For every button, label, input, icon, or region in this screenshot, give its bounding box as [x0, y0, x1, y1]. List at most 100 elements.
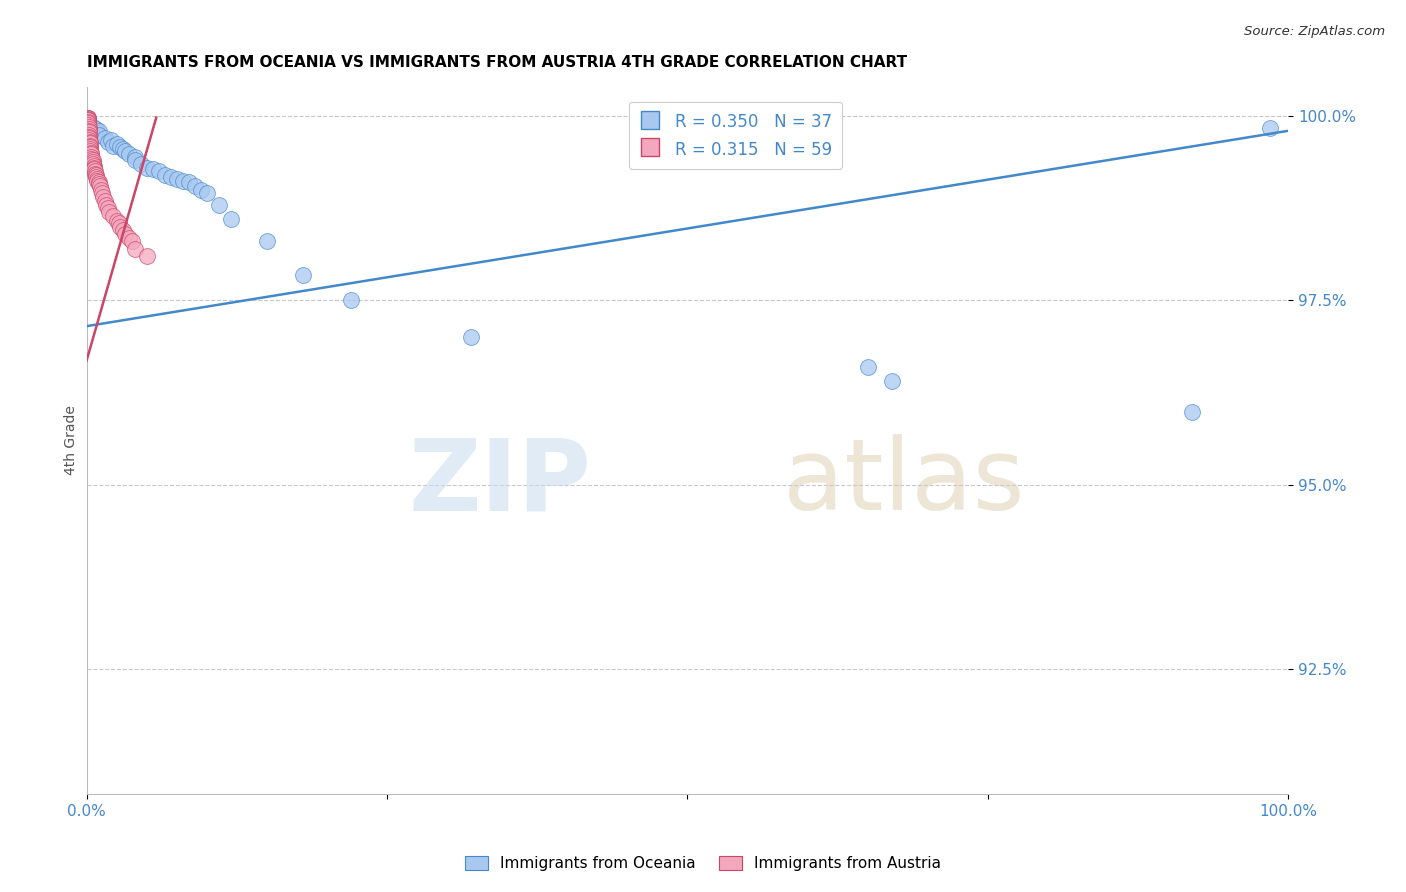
- Point: [77, 128, 100, 142]
- Point: [97, 135, 120, 149]
- Point: [83, 159, 105, 173]
- Point: [76, 118, 98, 132]
- Point: [111, 223, 134, 237]
- Point: [77, 124, 100, 138]
- Point: [77, 121, 100, 136]
- Point: [256, 235, 278, 249]
- Point: [76, 111, 98, 125]
- Text: ZIP: ZIP: [408, 434, 591, 532]
- Point: [291, 268, 314, 282]
- Point: [94, 197, 117, 211]
- Point: [129, 157, 152, 171]
- Point: [114, 145, 136, 159]
- Point: [77, 120, 100, 135]
- Point: [183, 179, 205, 194]
- Point: [80, 145, 103, 160]
- Point: [856, 359, 879, 374]
- Point: [135, 161, 157, 175]
- Point: [124, 153, 146, 168]
- Point: [101, 209, 124, 223]
- Point: [172, 174, 194, 188]
- Point: [93, 190, 115, 204]
- Point: [117, 230, 139, 244]
- Point: [80, 147, 103, 161]
- Point: [76, 116, 98, 130]
- Point: [83, 162, 105, 177]
- Point: [76, 112, 98, 126]
- Point: [87, 124, 110, 138]
- Point: [90, 183, 112, 197]
- Point: [83, 161, 105, 175]
- Point: [159, 169, 181, 184]
- Point: [84, 164, 107, 178]
- Point: [76, 112, 98, 127]
- Point: [124, 150, 146, 164]
- Point: [114, 227, 136, 241]
- Point: [880, 375, 903, 389]
- Point: [77, 131, 100, 145]
- Text: IMMIGRANTS FROM OCEANIA VS IMMIGRANTS FROM AUSTRIA 4TH GRADE CORRELATION CHART: IMMIGRANTS FROM OCEANIA VS IMMIGRANTS FR…: [87, 55, 907, 70]
- Point: [101, 138, 124, 153]
- Point: [117, 147, 139, 161]
- Point: [100, 133, 122, 147]
- Point: [82, 154, 104, 169]
- Point: [76, 113, 98, 128]
- Point: [177, 176, 200, 190]
- Point: [460, 330, 482, 344]
- Point: [82, 157, 104, 171]
- Point: [142, 162, 165, 177]
- Point: [87, 128, 110, 142]
- Point: [87, 177, 110, 191]
- Point: [111, 142, 134, 156]
- Legend: Immigrants from Oceania, Immigrants from Austria: Immigrants from Oceania, Immigrants from…: [458, 850, 948, 877]
- Point: [79, 138, 101, 153]
- Point: [80, 150, 103, 164]
- Point: [84, 169, 107, 184]
- Point: [340, 293, 363, 308]
- Text: atlas: atlas: [783, 434, 1025, 532]
- Point: [108, 216, 131, 230]
- Point: [97, 201, 120, 215]
- Point: [84, 121, 107, 136]
- Point: [108, 140, 131, 154]
- Point: [190, 183, 212, 197]
- Point: [77, 133, 100, 147]
- Point: [195, 186, 218, 201]
- Point: [98, 205, 121, 219]
- Point: [108, 219, 131, 234]
- Point: [105, 137, 128, 152]
- Point: [86, 171, 108, 186]
- Point: [87, 176, 110, 190]
- Point: [80, 152, 103, 166]
- Point: [93, 131, 115, 145]
- Point: [84, 167, 107, 181]
- Point: [79, 145, 101, 159]
- Y-axis label: 4th Grade: 4th Grade: [65, 406, 79, 475]
- Point: [153, 168, 176, 182]
- Point: [219, 212, 242, 227]
- Point: [82, 153, 104, 168]
- Point: [79, 142, 101, 156]
- Point: [76, 112, 98, 126]
- Point: [77, 129, 100, 144]
- Point: [77, 125, 100, 139]
- Point: [76, 115, 98, 129]
- Point: [1258, 120, 1281, 135]
- Point: [91, 186, 114, 201]
- Point: [105, 213, 128, 227]
- Point: [166, 171, 188, 186]
- Point: [82, 120, 104, 135]
- Legend: R = 0.350   N = 37, R = 0.315   N = 59: R = 0.350 N = 37, R = 0.315 N = 59: [628, 102, 842, 169]
- Point: [76, 111, 98, 125]
- Point: [124, 242, 146, 256]
- Point: [121, 235, 143, 249]
- Point: [1181, 405, 1204, 419]
- Point: [86, 174, 108, 188]
- Point: [79, 140, 101, 154]
- Point: [79, 136, 101, 151]
- Text: Source: ZipAtlas.com: Source: ZipAtlas.com: [1244, 25, 1385, 38]
- Point: [148, 164, 170, 178]
- Point: [89, 179, 111, 194]
- Point: [208, 197, 231, 211]
- Point: [79, 135, 101, 149]
